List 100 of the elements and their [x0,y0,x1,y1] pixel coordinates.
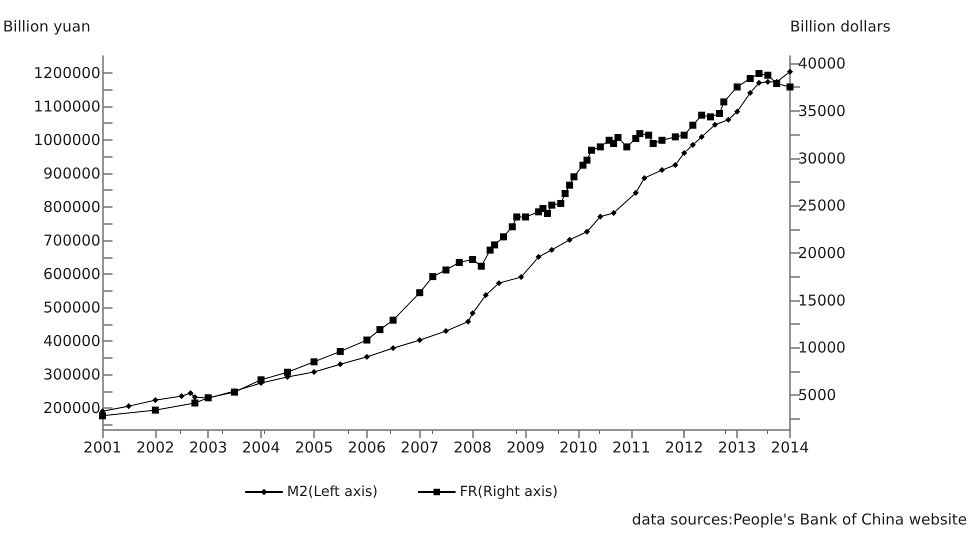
y2-axis-title: Billion dollars [790,18,891,36]
point [429,273,436,280]
point [698,112,706,119]
point [645,132,652,139]
x-tick-label: 2010 [559,438,598,456]
point [536,254,542,260]
point [583,156,590,164]
point [152,397,158,404]
point [508,223,516,230]
point [336,348,344,355]
point [126,403,132,410]
point [584,228,590,235]
point [456,258,463,266]
point [469,256,476,264]
point [680,132,688,139]
point [416,337,423,344]
point [496,280,502,286]
point [376,326,384,334]
point [672,162,678,168]
point [442,328,449,334]
point [610,210,617,216]
x-tick-label: 2009 [506,438,545,456]
x-tick-label: 2004 [242,438,280,456]
point [192,394,198,400]
x-tick-label: 2002 [136,438,174,456]
point [482,292,489,298]
x-tick-label: 2014 [770,438,810,456]
point [188,390,194,396]
point [337,361,344,368]
point [442,266,450,274]
y-tick-label: 1200000 [34,64,100,82]
y-tick-label: 1000000 [34,130,100,149]
y2-tick-label: 40000 [798,54,846,73]
point [284,368,291,376]
point [747,90,754,96]
x-tick-label: 2007 [400,438,439,456]
point [614,134,622,141]
point [672,133,679,140]
point [787,68,793,75]
text: data sources:People's Bank of China website [632,510,967,528]
point [756,80,762,86]
point [632,190,639,196]
y2-tick-label: 35000 [798,102,846,120]
point [465,318,472,325]
point [544,210,551,217]
point [491,241,498,248]
point [416,289,424,296]
point [548,246,555,253]
x-tick-label: 2006 [348,438,386,456]
point [152,406,159,414]
point [518,274,524,280]
point [178,393,185,400]
point [610,140,618,147]
point [650,140,657,147]
point [734,108,740,115]
point [698,134,705,140]
point [363,336,370,344]
point [641,175,648,182]
point [725,116,732,123]
x-tick-label: 2011 [612,438,650,456]
point [310,358,318,366]
point [623,143,630,150]
point [712,122,718,128]
y2-tick-label: 5000 [798,386,836,404]
point [588,146,595,154]
x-tick-label: 2001 [83,438,122,456]
y-tick-label: 300000 [43,366,100,384]
point [98,412,106,420]
y-tick-label: 700000 [43,231,100,250]
x-tick-label: 2013 [718,438,756,456]
point [513,213,520,220]
y2-tick-label: 30000 [798,149,846,168]
point [566,236,573,243]
point [689,122,696,129]
y-axis-title: Billion yuan [2,18,90,36]
point [522,213,530,220]
y-tick-label: 500000 [43,298,100,317]
y2-tick-label: 25000 [798,196,846,215]
point [707,113,714,120]
point [478,262,485,270]
point [764,72,772,79]
y2-tick-label: 10000 [798,338,846,357]
point [500,233,507,240]
point [570,173,578,180]
y2-tick-label: 15000 [798,291,846,310]
point [258,376,265,384]
point [773,80,780,88]
point [746,75,754,82]
point [720,98,728,106]
point [756,70,763,78]
x-tick-label: 2008 [454,438,492,456]
y-tick-label: 900000 [43,164,100,182]
point [191,400,198,407]
point [557,200,564,207]
point [659,167,665,174]
point [364,354,370,360]
point [566,182,574,189]
point [658,136,666,144]
point [786,83,794,90]
point [562,190,569,197]
